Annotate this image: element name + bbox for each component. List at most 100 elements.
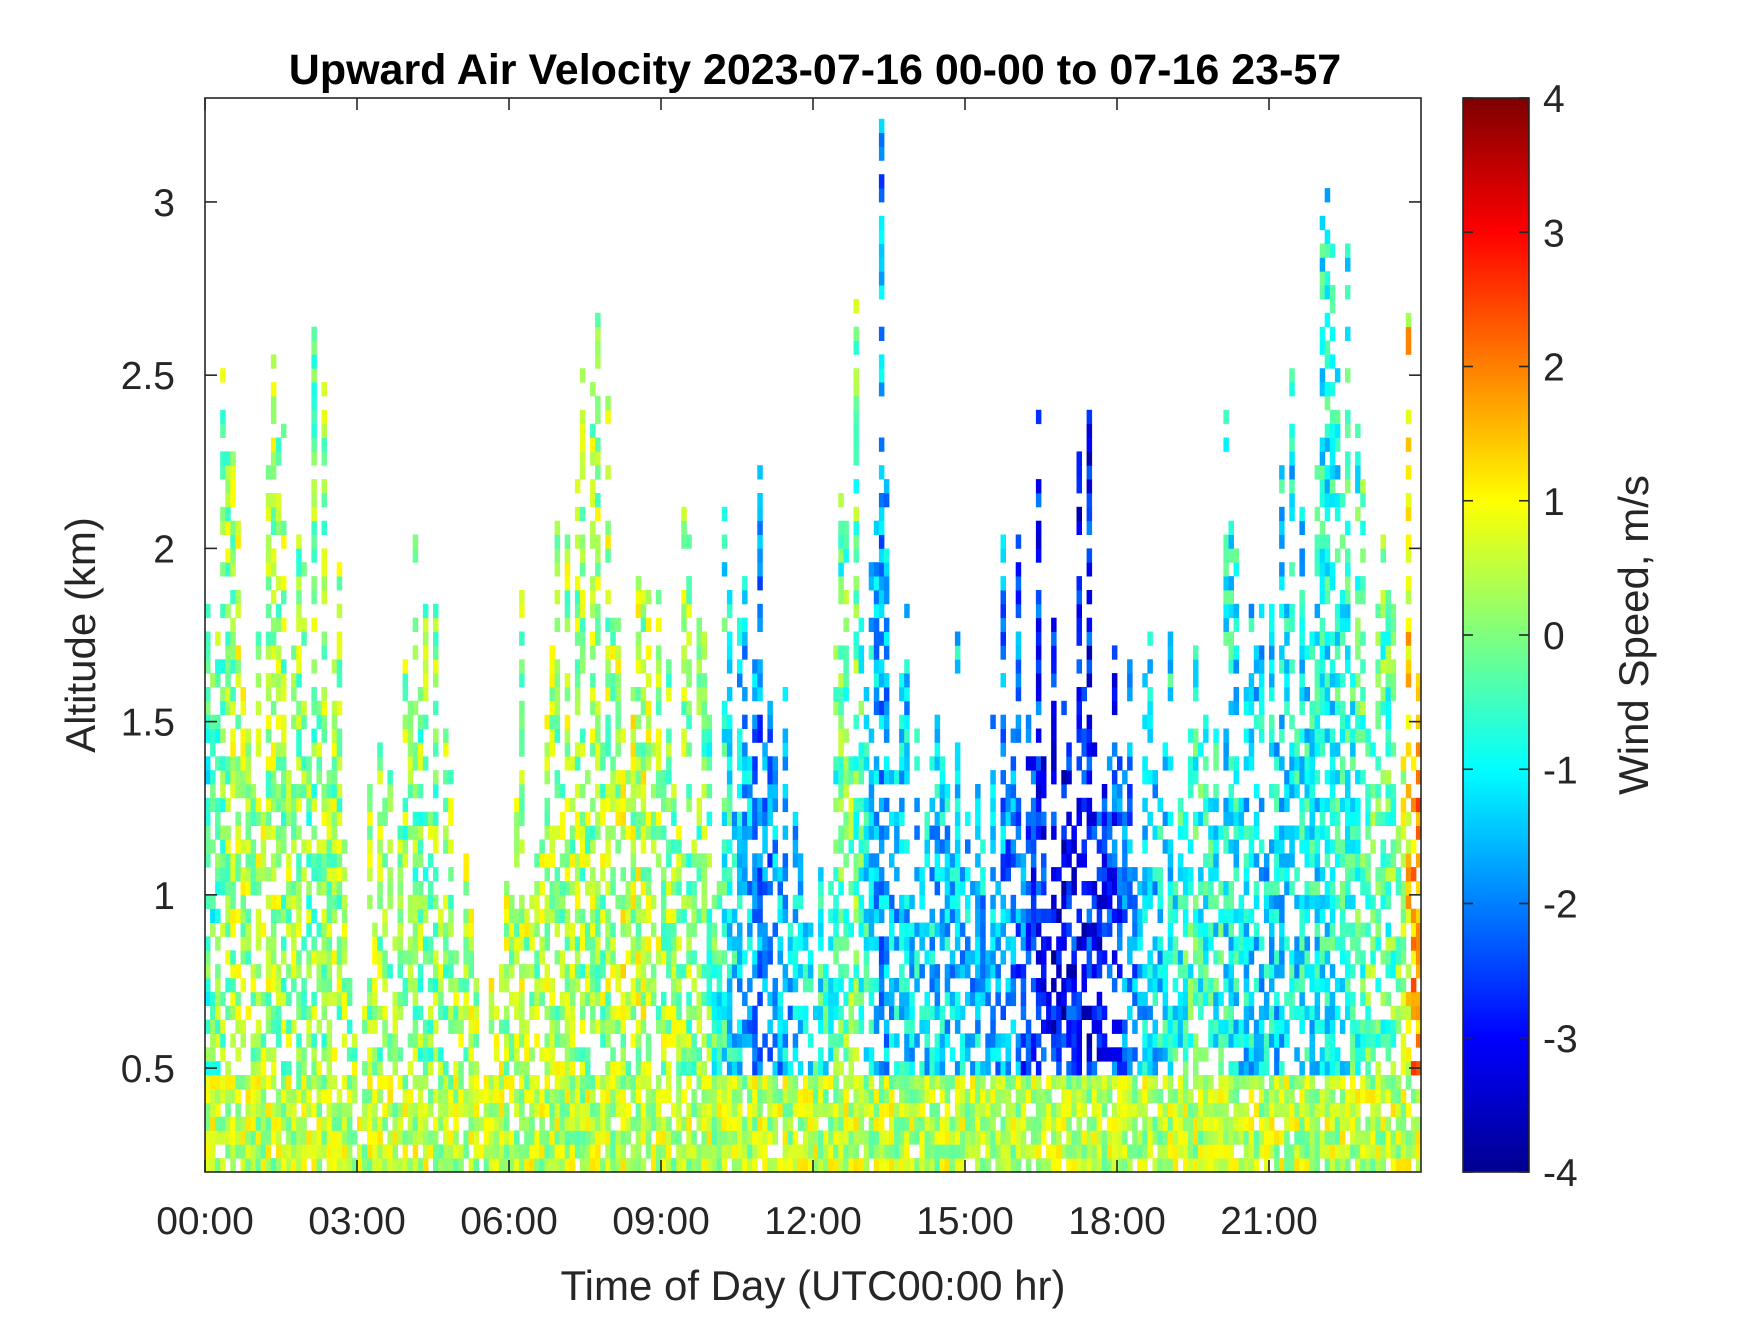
heatmap-cell [281, 811, 287, 826]
heatmap-cell [1274, 1019, 1280, 1034]
heatmap-cell [655, 1075, 662, 1090]
heatmap-cell [286, 1033, 292, 1048]
heatmap-cell [676, 1019, 682, 1034]
heatmap-cell [939, 1047, 946, 1062]
heatmap-cell [701, 853, 707, 868]
heatmap-cell [473, 1158, 479, 1173]
heatmap-cell [286, 811, 292, 826]
heatmap-cell [889, 936, 895, 951]
heatmap-cell [1228, 1116, 1234, 1131]
heatmap-cell [382, 978, 388, 993]
heatmap-cell [422, 659, 429, 674]
heatmap-cell [990, 894, 996, 910]
heatmap-cell [341, 978, 348, 993]
heatmap-cell [296, 1033, 302, 1048]
heatmap-cell [1167, 673, 1174, 688]
heatmap-cell [1258, 797, 1265, 813]
heatmap-cell [367, 1019, 373, 1034]
heatmap-cell [1274, 1102, 1280, 1117]
heatmap-cell [873, 590, 880, 605]
heatmap-cell [883, 1158, 890, 1173]
heatmap-cell [838, 1130, 844, 1145]
heatmap-cell [1127, 978, 1133, 993]
heatmap-cell [215, 1075, 221, 1090]
heatmap-cell [245, 756, 251, 771]
heatmap-cell [260, 1158, 267, 1173]
heatmap-cell [1061, 936, 1067, 951]
heatmap-cell [807, 1061, 814, 1076]
heatmap-cell [600, 991, 606, 1007]
heatmap-cell [1111, 700, 1118, 716]
heatmap-cell [1193, 811, 1199, 826]
heatmap-cell [661, 1158, 667, 1173]
heatmap-cell [904, 1075, 910, 1090]
heatmap-cell [1056, 1158, 1062, 1173]
heatmap-cell [331, 908, 338, 923]
heatmap-cell [873, 631, 880, 646]
heatmap-cell [326, 1033, 333, 1048]
heatmap-cell [635, 1158, 642, 1173]
heatmap-cell [980, 978, 986, 993]
heatmap-cell [813, 1116, 819, 1131]
heatmap-cell [752, 1033, 758, 1048]
heatmap-cell [215, 1116, 221, 1131]
heatmap-cell [1091, 1088, 1098, 1104]
heatmap-cell [503, 1158, 510, 1173]
heatmap-cell [1071, 1047, 1077, 1062]
heatmap-cell [1299, 811, 1305, 826]
heatmap-cell [894, 1158, 900, 1173]
heatmap-cell [610, 936, 616, 951]
heatmap-cell [1111, 645, 1118, 660]
heatmap-cell [823, 1075, 829, 1090]
heatmap-cell [995, 1033, 1001, 1048]
heatmap-cell [493, 1130, 500, 1145]
heatmap-cell [792, 1102, 799, 1117]
heatmap-cell [341, 908, 348, 923]
heatmap-cell [934, 922, 941, 937]
heatmap-cell [721, 1102, 728, 1117]
heatmap-cell [311, 326, 317, 341]
heatmap-cell [1152, 1088, 1158, 1104]
heatmap-cell [473, 1033, 479, 1048]
heatmap-cell [1253, 1019, 1260, 1034]
heatmap-cell [564, 1075, 571, 1090]
heatmap-cell [615, 673, 621, 688]
heatmap-cell [1274, 756, 1280, 771]
heatmap-cell [346, 1158, 353, 1173]
heatmap-cell [255, 1116, 262, 1131]
heatmap-cell [838, 1061, 844, 1076]
heatmap-cell [590, 728, 596, 743]
heatmap-cell [1182, 1088, 1189, 1104]
heatmap-cell [1177, 853, 1184, 868]
heatmap-cell [630, 1144, 637, 1159]
heatmap-cell [716, 1116, 723, 1131]
heatmap-cell [721, 728, 728, 743]
heatmap-cell [858, 659, 865, 674]
heatmap-cell [291, 881, 297, 896]
heatmap-cell [1086, 770, 1093, 785]
heatmap-cell [671, 1005, 677, 1020]
heatmap-cell [990, 950, 996, 965]
heatmap-cell [463, 908, 469, 923]
heatmap-cell [640, 687, 647, 702]
heatmap-cell [407, 1033, 414, 1048]
heatmap-cell [914, 1075, 920, 1090]
heatmap-cell [661, 1116, 667, 1131]
heatmap-cell [959, 1047, 966, 1062]
heatmap-cell [564, 1033, 571, 1048]
heatmap-cell [1243, 700, 1250, 716]
heatmap-cell [878, 548, 885, 563]
heatmap-cell [255, 797, 262, 813]
heatmap-cell [873, 1061, 880, 1076]
heatmap-cell [1041, 825, 1047, 840]
heatmap-cell [275, 673, 282, 688]
heatmap-cell [1101, 853, 1108, 868]
heatmap-cell [889, 908, 895, 923]
heatmap-cell [1122, 1019, 1128, 1034]
heatmap-cell [807, 964, 814, 979]
heatmap-cell [341, 839, 348, 854]
heatmap-cell [883, 1019, 890, 1034]
heatmap-cell [828, 1005, 834, 1020]
heatmap-cell [331, 1102, 338, 1117]
heatmap-cell [387, 894, 393, 910]
